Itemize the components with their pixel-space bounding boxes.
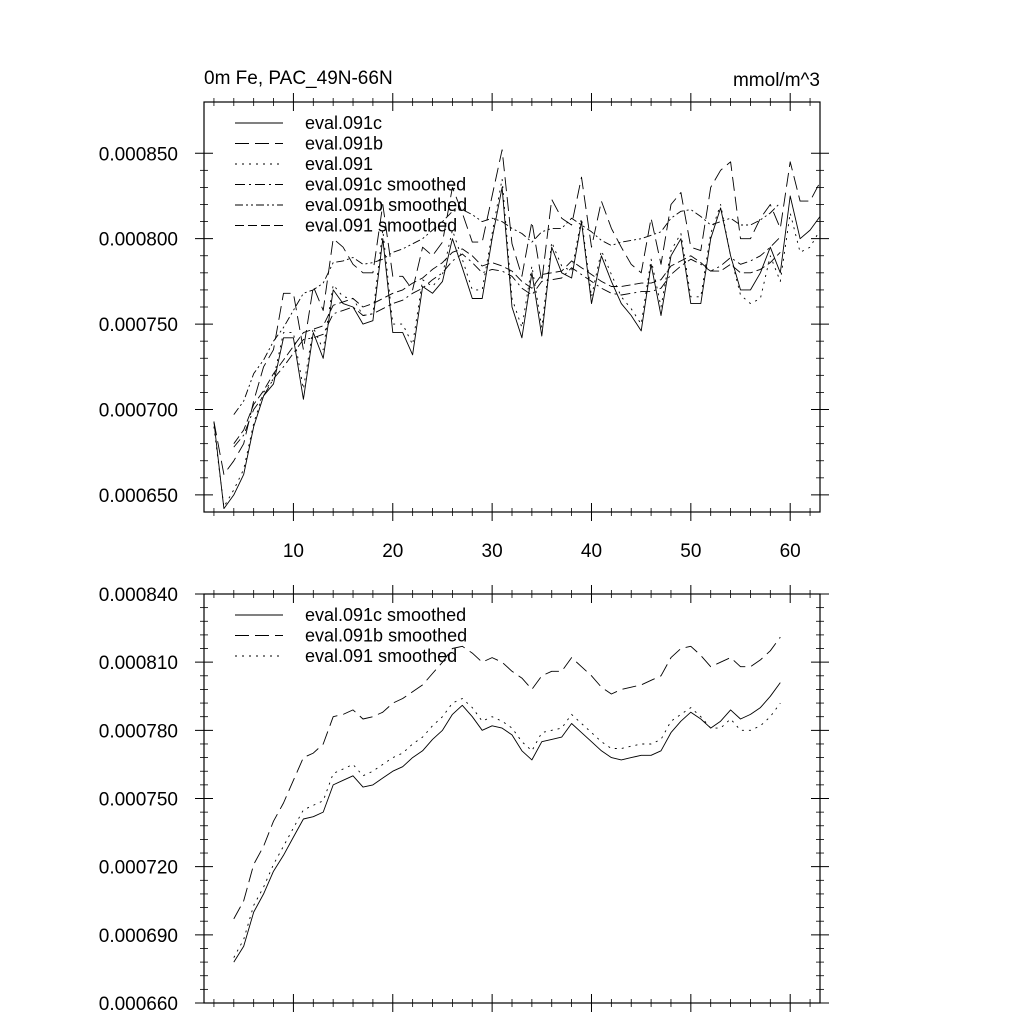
top-panel-units: mmol/m^3 [733, 70, 820, 91]
legend-label: eval.091 smoothed [305, 646, 457, 666]
legend-label: eval.091c smoothed [305, 605, 466, 625]
top-panel-title: 0m Fe, PAC_49N-66N [204, 68, 393, 89]
x-tick-label: 20 [382, 541, 403, 562]
legend-label: eval.091 smoothed [305, 216, 457, 236]
legend-label: eval.091b [305, 134, 383, 154]
top-panel: 0m Fe, PAC_49N-66N mmol/m^3 10 20 30 40 50 60… [99, 68, 829, 562]
y-tick-label: 0.000750 [99, 315, 178, 336]
y-tick-label: 0.000750 [99, 790, 178, 811]
legend-label: eval.091 [305, 154, 373, 174]
plot-frame [203, 593, 821, 1004]
bottom-panel: 0.000660 0.000690 0.000720 0.000750 0.000780… [99, 585, 829, 1015]
series-line [233, 698, 781, 958]
y-tick-label: 0.000690 [99, 926, 178, 947]
x-tick-label: 10 [283, 541, 304, 562]
x-tick-label: 30 [482, 541, 503, 562]
x-tick-label: 60 [780, 541, 801, 562]
y-tick-label: 0.000650 [99, 486, 178, 507]
x-tick-label: 50 [680, 541, 701, 562]
legend-label: eval.091b smoothed [305, 195, 467, 215]
series-line [233, 202, 781, 415]
series-line [213, 178, 821, 508]
y-tick-label: 0.000720 [99, 858, 178, 879]
y-tick-label: 0.000850 [99, 144, 178, 165]
y-tick-label: 0.000810 [99, 653, 178, 674]
legend-label: eval.091b smoothed [305, 626, 467, 646]
series-line [233, 682, 781, 963]
y-tick-label: 0.000660 [99, 994, 178, 1015]
legend-label: eval.091c smoothed [305, 175, 466, 195]
y-tick-label: 0.000840 [99, 585, 178, 606]
y-tick-label: 0.000700 [99, 401, 178, 422]
series-line [213, 149, 821, 475]
series-line [233, 636, 781, 920]
series-line [233, 236, 781, 448]
y-tick-label: 0.000800 [99, 230, 178, 251]
y-tick-label: 0.000780 [99, 721, 178, 742]
series-line [233, 248, 781, 444]
x-tick-label: 40 [581, 541, 602, 562]
legend-label: eval.091c [305, 113, 382, 133]
series-line [213, 186, 821, 510]
